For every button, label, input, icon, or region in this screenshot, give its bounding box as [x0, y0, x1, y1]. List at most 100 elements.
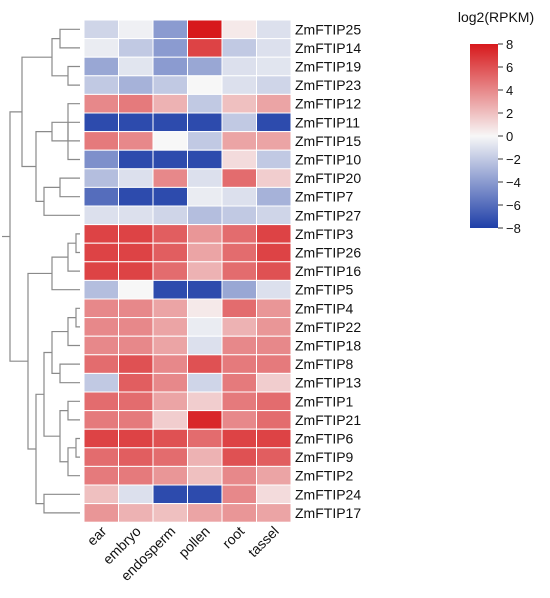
row-label: ZmFTIP14: [295, 40, 361, 56]
heatmap-cell: [221, 168, 257, 188]
heatmap-cell: [187, 428, 223, 449]
heatmap-cell: [152, 261, 188, 281]
heatmap-cell: [256, 428, 292, 449]
heatmap-cell: [83, 242, 119, 263]
heatmap-cells: [83, 19, 292, 523]
heatmap-cell: [83, 205, 119, 226]
heatmap-cell: [256, 56, 292, 77]
heatmap-cell: [221, 447, 257, 467]
heatmap-cell: [152, 372, 188, 393]
heatmap-cell: [118, 131, 154, 151]
heatmap-cell: [83, 224, 119, 244]
row-label: ZmFTIP10: [295, 152, 361, 168]
row-label: ZmFTIP16: [295, 263, 361, 279]
heatmap-cell: [152, 149, 188, 170]
heatmap-cell: [256, 410, 292, 430]
heatmap-cell: [187, 242, 223, 263]
heatmap-cell: [83, 410, 119, 430]
heatmap-cell: [152, 503, 188, 523]
heatmap-cell: [83, 168, 119, 188]
heatmap-cell: [256, 465, 292, 486]
heatmap-cell: [118, 19, 154, 40]
color-bar: [470, 44, 498, 228]
heatmap-cell: [221, 149, 257, 170]
heatmap-cell: [187, 335, 223, 356]
row-label: ZmFTIP17: [295, 505, 361, 521]
heatmap-cell: [118, 261, 154, 281]
heatmap-cell: [221, 93, 257, 114]
legend-tick-label: 2: [506, 106, 513, 121]
heatmap-cell: [83, 112, 119, 133]
heatmap-cell: [83, 261, 119, 281]
heatmap-cell: [152, 205, 188, 226]
heatmap-cell: [187, 56, 223, 77]
column-label: tassel: [245, 523, 282, 560]
heatmap-cell: [118, 465, 154, 486]
row-label: ZmFTIP19: [295, 59, 361, 75]
heatmap-cell: [118, 242, 154, 263]
row-label: ZmFTIP15: [295, 133, 361, 149]
row-label: ZmFTIP27: [295, 207, 361, 223]
legend-tick-label: 8: [506, 37, 513, 52]
row-labels: ZmFTIP25 ZmFTIP14 ZmFTIP19 ZmFTIP23 ZmFTIP12…: [295, 21, 361, 521]
heatmap-cell: [221, 354, 257, 374]
heatmap-cell: [256, 372, 292, 393]
heatmap-cell: [256, 205, 292, 226]
heatmap-cell: [221, 186, 257, 207]
heatmap-cell: [187, 317, 223, 337]
heatmap-cell: [187, 279, 223, 300]
legend-tick-label: −2: [506, 152, 521, 167]
heatmap-cell: [187, 465, 223, 486]
heatmap-cell: [152, 317, 188, 337]
heatmap-cell: [187, 93, 223, 114]
heatmap-cell: [83, 484, 119, 505]
row-label: ZmFTIP11: [295, 114, 360, 130]
column-label: ear: [84, 523, 110, 549]
row-label: ZmFTIP23: [295, 77, 361, 93]
color-legend: log2(RPKM) 8 6 4 2 0 −2 −4 −6 −8: [458, 9, 534, 236]
heatmap-cell: [256, 19, 292, 40]
heatmap-cell: [83, 317, 119, 337]
heatmap-cell: [221, 261, 257, 281]
row-label: ZmFTIP2: [295, 468, 354, 484]
heatmap-cell: [83, 38, 119, 58]
heatmap-cell: [256, 447, 292, 467]
heatmap-cell: [187, 410, 223, 430]
heatmap-cell: [256, 75, 292, 95]
heatmap-cell: [152, 131, 188, 151]
row-dendrogram: [2, 28, 80, 514]
heatmap-cell: [187, 19, 223, 40]
heatmap-cell: [83, 131, 119, 151]
row-label: ZmFTIP18: [295, 338, 361, 354]
heatmap-cell: [187, 298, 223, 319]
heatmap-cell: [256, 391, 292, 412]
heatmap-cell: [152, 112, 188, 133]
legend-tick-label: −8: [506, 221, 521, 236]
heatmap-cell: [256, 149, 292, 170]
legend-tick-label: 6: [506, 60, 513, 75]
heatmap-cell: [83, 335, 119, 356]
heatmap-cell: [187, 186, 223, 207]
heatmap-cell: [118, 410, 154, 430]
row-label: ZmFTIP1: [295, 393, 354, 409]
heatmap-cell: [118, 279, 154, 300]
heatmap-cell: [152, 186, 188, 207]
heatmap-cell: [221, 75, 257, 95]
legend-title: log2(RPKM): [458, 9, 534, 25]
heatmap-cell: [152, 19, 188, 40]
heatmap-cell: [221, 205, 257, 226]
heatmap-cell: [187, 484, 223, 505]
heatmap-cell: [187, 112, 223, 133]
row-label: ZmFTIP8: [295, 356, 354, 372]
heatmap-cell: [152, 38, 188, 58]
heatmap-cell: [152, 93, 188, 114]
heatmap-cell: [83, 391, 119, 412]
heatmap-cell: [187, 503, 223, 523]
heatmap-cell: [256, 317, 292, 337]
heatmap-cell: [187, 354, 223, 374]
heatmap-cell: [221, 317, 257, 337]
heatmap-cell: [152, 242, 188, 263]
heatmap-cell: [118, 428, 154, 449]
heatmap-cell: [221, 112, 257, 133]
heatmap-cell: [118, 205, 154, 226]
